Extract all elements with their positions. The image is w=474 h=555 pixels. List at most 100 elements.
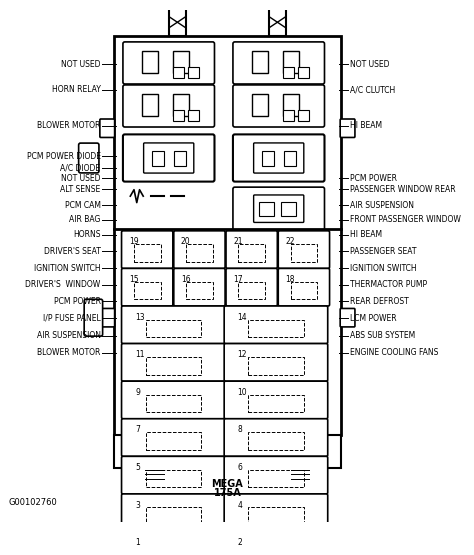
FancyBboxPatch shape [123,42,214,84]
FancyBboxPatch shape [248,432,304,450]
Text: PCM POWER: PCM POWER [54,297,100,306]
Text: THERMACTOR PUMP: THERMACTOR PUMP [350,280,427,289]
FancyBboxPatch shape [340,119,355,138]
Text: 13: 13 [135,312,145,321]
Text: 22: 22 [285,238,295,246]
Text: I/P FUSE PANEL: I/P FUSE PANEL [43,314,100,322]
Text: 5: 5 [135,463,140,472]
FancyBboxPatch shape [254,143,304,173]
FancyBboxPatch shape [142,52,158,73]
Text: G00102760: G00102760 [9,497,57,507]
Text: NOT USED: NOT USED [61,174,100,183]
FancyBboxPatch shape [146,432,201,450]
Text: PASSENGER SEAT: PASSENGER SEAT [350,246,416,256]
Text: 4: 4 [237,501,243,509]
Text: HORNS: HORNS [73,230,100,239]
FancyBboxPatch shape [79,143,99,173]
Text: 1: 1 [135,538,140,547]
FancyBboxPatch shape [340,309,355,327]
Text: 6: 6 [237,463,243,472]
FancyBboxPatch shape [146,357,201,375]
FancyBboxPatch shape [252,52,268,73]
FancyBboxPatch shape [142,94,158,115]
FancyBboxPatch shape [291,282,317,299]
FancyBboxPatch shape [224,344,328,381]
FancyBboxPatch shape [283,151,296,166]
FancyBboxPatch shape [291,468,310,481]
FancyBboxPatch shape [224,456,328,494]
FancyBboxPatch shape [248,395,304,412]
Text: 21: 21 [233,238,243,246]
FancyBboxPatch shape [121,269,173,306]
Text: BLOWER MOTOR: BLOWER MOTOR [37,348,100,357]
Text: ALT SENSE: ALT SENSE [60,185,100,194]
FancyBboxPatch shape [100,309,115,327]
Text: PCM CAM: PCM CAM [64,200,100,210]
FancyBboxPatch shape [173,52,189,73]
FancyBboxPatch shape [248,320,304,337]
Text: 8: 8 [237,425,242,435]
Text: 20: 20 [181,238,191,246]
FancyBboxPatch shape [173,94,189,115]
Text: DRIVER'S SEAT: DRIVER'S SEAT [44,246,100,256]
FancyBboxPatch shape [269,8,286,36]
FancyBboxPatch shape [121,344,225,381]
FancyBboxPatch shape [146,395,201,412]
Text: NOT USED: NOT USED [350,60,389,69]
FancyBboxPatch shape [100,119,115,138]
Text: BLOWER MOTOR: BLOWER MOTOR [37,121,100,130]
Text: 18: 18 [285,275,295,284]
FancyBboxPatch shape [226,269,277,306]
FancyBboxPatch shape [262,151,274,166]
FancyBboxPatch shape [298,110,309,122]
Text: HI BEAM: HI BEAM [350,230,382,239]
FancyBboxPatch shape [248,507,304,525]
Text: HORN RELAY: HORN RELAY [52,85,100,94]
Text: 11: 11 [135,350,145,359]
Text: 7: 7 [135,425,140,435]
FancyBboxPatch shape [233,42,325,84]
Text: 15: 15 [129,275,138,284]
FancyBboxPatch shape [281,202,296,216]
Text: HI BEAM: HI BEAM [350,121,382,130]
FancyBboxPatch shape [114,436,341,468]
Text: REAR DEFROST: REAR DEFROST [350,297,409,306]
Text: 17: 17 [233,275,243,284]
Text: ABS SUB SYSTEM: ABS SUB SYSTEM [350,331,415,340]
Text: 10: 10 [237,388,247,397]
FancyBboxPatch shape [173,67,184,78]
FancyBboxPatch shape [134,282,161,299]
FancyBboxPatch shape [186,282,213,299]
Text: A/C CLUTCH: A/C CLUTCH [350,85,395,94]
FancyBboxPatch shape [169,8,186,36]
Text: 14: 14 [237,312,247,321]
FancyBboxPatch shape [252,94,268,115]
FancyBboxPatch shape [283,67,294,78]
FancyBboxPatch shape [146,468,164,481]
FancyBboxPatch shape [278,269,329,306]
FancyBboxPatch shape [146,507,201,525]
FancyBboxPatch shape [224,419,328,456]
FancyBboxPatch shape [84,299,103,336]
FancyBboxPatch shape [121,419,225,456]
FancyBboxPatch shape [233,85,325,127]
Text: AIR SUSPENSION: AIR SUSPENSION [36,331,100,340]
FancyBboxPatch shape [238,282,265,299]
Text: IGNITION SWITCH: IGNITION SWITCH [350,264,417,273]
Text: FRONT PASSENGER WINDOW: FRONT PASSENGER WINDOW [350,215,461,224]
FancyBboxPatch shape [121,381,225,419]
Text: DRIVER'S  WINDOW: DRIVER'S WINDOW [25,280,100,289]
FancyBboxPatch shape [173,110,184,122]
FancyBboxPatch shape [188,67,199,78]
FancyBboxPatch shape [121,456,225,494]
FancyBboxPatch shape [134,244,161,262]
FancyBboxPatch shape [224,381,328,419]
FancyBboxPatch shape [259,202,274,216]
Text: PCM POWER DIODE: PCM POWER DIODE [27,152,100,161]
FancyBboxPatch shape [123,134,214,181]
FancyBboxPatch shape [233,187,325,230]
FancyBboxPatch shape [121,532,225,555]
FancyBboxPatch shape [121,494,225,532]
FancyBboxPatch shape [173,151,186,166]
Text: A/C DIODE: A/C DIODE [61,163,100,172]
